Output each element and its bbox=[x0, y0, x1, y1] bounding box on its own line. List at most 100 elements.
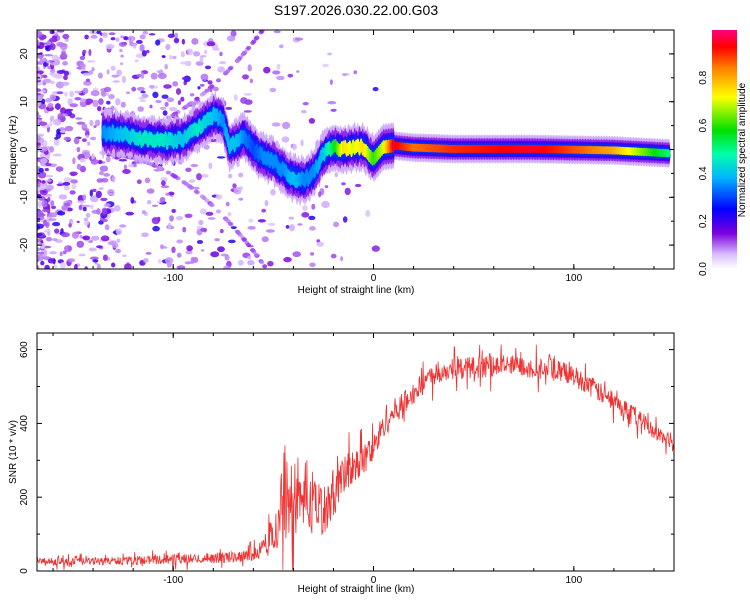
noise-speckle bbox=[207, 217, 216, 220]
noise-speckle bbox=[37, 247, 41, 252]
noise-speckle bbox=[91, 153, 95, 161]
noise-speckle bbox=[210, 251, 220, 258]
noise-speckle bbox=[91, 235, 100, 241]
noise-speckle bbox=[47, 197, 51, 202]
noise-speckle bbox=[322, 63, 329, 68]
arc-speckle bbox=[199, 194, 205, 199]
noise-speckle bbox=[98, 98, 104, 105]
noise-speckle bbox=[115, 228, 123, 236]
noise-speckle bbox=[90, 158, 99, 165]
noise-speckle bbox=[283, 256, 292, 263]
noise-speckle bbox=[136, 39, 143, 44]
noise-speckle bbox=[95, 190, 102, 199]
noise-speckle bbox=[88, 49, 92, 56]
noise-speckle bbox=[103, 173, 110, 177]
noise-speckle bbox=[84, 266, 88, 269]
noise-speckle bbox=[84, 220, 89, 226]
arc-speckle bbox=[246, 45, 252, 50]
noise-speckle bbox=[188, 179, 196, 184]
arc-speckle bbox=[241, 237, 247, 242]
noise-speckle bbox=[169, 55, 173, 60]
noise-speckle bbox=[249, 78, 253, 84]
noise-speckle bbox=[182, 226, 187, 233]
arc-speckle bbox=[266, 21, 271, 25]
noise-speckle bbox=[309, 226, 316, 231]
noise-speckle bbox=[40, 260, 45, 266]
noise-speckle bbox=[97, 106, 102, 112]
arc-speckle bbox=[204, 88, 210, 93]
noise-speckle bbox=[318, 191, 322, 198]
noise-speckle bbox=[105, 43, 115, 50]
noise-speckle bbox=[44, 264, 50, 269]
noise-speckle bbox=[62, 33, 70, 40]
arc-speckle bbox=[189, 185, 195, 190]
noise-speckle bbox=[342, 73, 347, 77]
noise-speckle bbox=[257, 219, 266, 223]
noise-speckle bbox=[111, 262, 116, 268]
noise-speckle bbox=[48, 218, 57, 222]
noise-speckle bbox=[89, 119, 94, 127]
noise-speckle bbox=[51, 205, 56, 210]
noise-speckle bbox=[199, 55, 204, 63]
arc-speckle bbox=[223, 70, 229, 75]
noise-speckle bbox=[214, 238, 220, 242]
noise-speckle bbox=[61, 205, 68, 211]
noise-speckle bbox=[218, 61, 227, 65]
colorbar-gradient bbox=[712, 30, 737, 269]
noise-speckle bbox=[37, 180, 41, 188]
noise-speckle bbox=[69, 103, 79, 108]
noise-speckle bbox=[203, 144, 210, 150]
noise-speckle bbox=[243, 110, 252, 113]
y-tick-label: 600 bbox=[19, 341, 30, 358]
noise-speckle bbox=[63, 74, 68, 81]
noise-speckle bbox=[102, 254, 108, 261]
noise-speckle bbox=[115, 37, 120, 42]
noise-speckle bbox=[50, 200, 55, 207]
noise-speckle bbox=[146, 200, 152, 205]
noise-speckle bbox=[41, 180, 46, 184]
noise-speckle bbox=[43, 229, 51, 233]
noise-speckle bbox=[82, 206, 87, 212]
noise-speckle bbox=[52, 221, 61, 227]
noise-speckle bbox=[37, 73, 42, 81]
noise-speckle bbox=[57, 113, 64, 120]
noise-speckle bbox=[166, 97, 175, 103]
noise-speckle bbox=[91, 67, 95, 72]
noise-speckle bbox=[97, 159, 103, 165]
arc-speckle bbox=[165, 170, 171, 175]
noise-speckle bbox=[101, 218, 109, 223]
noise-speckle bbox=[45, 236, 53, 242]
noise-speckle bbox=[180, 96, 185, 102]
noise-speckle bbox=[74, 90, 82, 94]
noise-speckle bbox=[87, 141, 91, 146]
x-tick-label: -100 bbox=[163, 273, 183, 284]
snr-plot-area bbox=[37, 344, 674, 570]
noise-speckle bbox=[155, 39, 161, 46]
noise-speckle bbox=[157, 258, 162, 264]
noise-speckle bbox=[49, 30, 55, 35]
snr-x-axis-label: Height of straight line (km) bbox=[298, 584, 415, 595]
noise-speckle bbox=[140, 90, 146, 94]
x-tick-label: 0 bbox=[371, 575, 377, 586]
noise-speckle bbox=[151, 204, 159, 207]
noise-speckle bbox=[112, 80, 121, 83]
noise-speckle bbox=[365, 210, 371, 217]
noise-speckle bbox=[165, 44, 171, 51]
noise-speckle bbox=[108, 94, 115, 100]
noise-speckle bbox=[53, 264, 58, 268]
noise-speckle bbox=[264, 199, 269, 207]
noise-speckle bbox=[160, 177, 168, 182]
noise-speckle bbox=[208, 162, 213, 169]
noise-speckle bbox=[120, 101, 126, 108]
noise-speckle bbox=[93, 125, 97, 129]
noise-speckle bbox=[82, 87, 89, 95]
noise-speckle bbox=[110, 65, 116, 71]
noise-speckle bbox=[63, 177, 73, 183]
arc-speckle bbox=[183, 104, 189, 109]
arc-speckle bbox=[267, 19, 272, 23]
noise-speckle bbox=[119, 224, 127, 228]
noise-speckle bbox=[281, 136, 290, 143]
noise-speckle bbox=[270, 189, 276, 196]
noise-speckle bbox=[149, 84, 155, 89]
